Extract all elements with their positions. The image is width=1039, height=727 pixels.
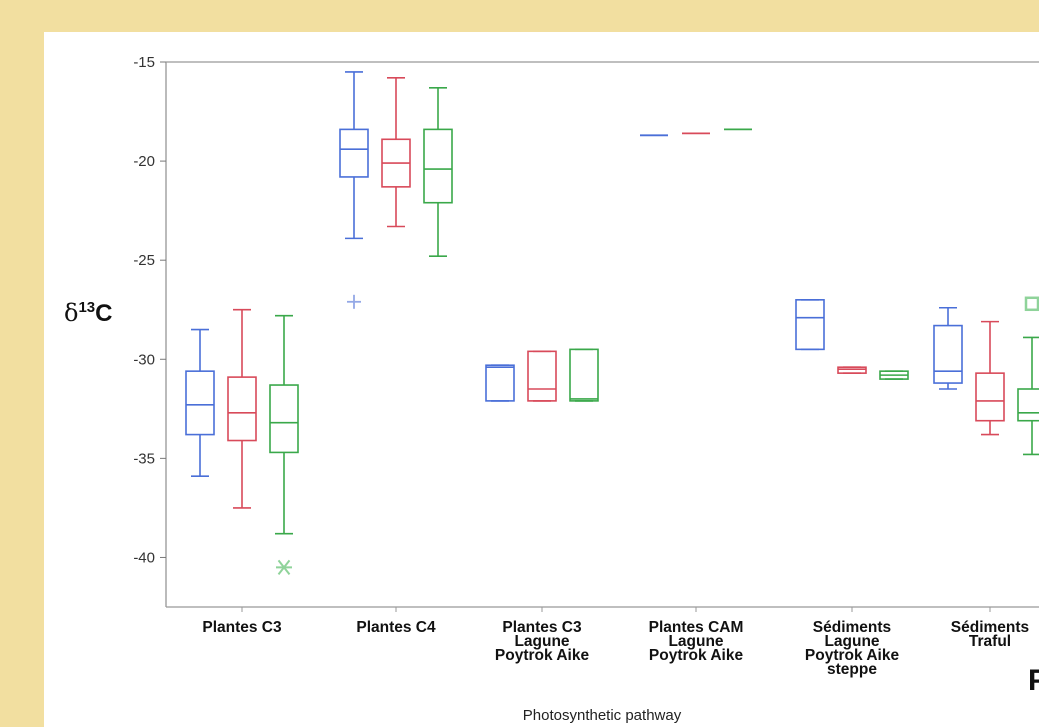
y-tick-label: -25	[133, 252, 155, 269]
x-category-label: Plantes C3	[502, 619, 582, 636]
box	[795, 299, 825, 351]
x-category-label: Poytrok Aike	[805, 647, 900, 664]
box	[485, 364, 515, 402]
box	[269, 384, 299, 454]
y-tick-label: -30	[133, 351, 155, 368]
y-tick-label: -20	[133, 153, 155, 170]
box	[933, 324, 963, 384]
box	[527, 350, 557, 402]
x-category-label: Poytrok Aike	[649, 647, 744, 664]
y-axis-label: δ13C	[64, 299, 112, 327]
x-category-label: Plantes C4	[356, 619, 436, 636]
box	[339, 128, 369, 178]
x-category-label: Traful	[969, 633, 1011, 650]
box	[837, 366, 867, 374]
box-plot-chart: -15 -20 -25 -30 -35 -40 δ13C Plantes C3 Plantes …	[64, 54, 1039, 724]
y-label-delta: δ	[64, 299, 78, 327]
box	[423, 128, 453, 204]
box	[569, 348, 599, 402]
box	[1017, 388, 1039, 422]
y-tick-label: -35	[133, 450, 155, 467]
edge-text: P	[1028, 664, 1039, 697]
x-category-label: Sédiments	[951, 619, 1029, 636]
y-tick-label: -40	[133, 549, 155, 566]
outlier-asterisk-marker	[277, 559, 291, 575]
outlier-square-marker	[1024, 296, 1039, 312]
x-category-label: Lagune	[668, 633, 723, 650]
y-tick-label: -15	[133, 54, 155, 71]
x-category-label: Sédiments	[813, 619, 891, 636]
chart-panel: -15 -20 -25 -30 -35 -40 δ13C Plantes C3 Plantes …	[44, 32, 1039, 727]
x-category-label: Plantes CAM	[649, 619, 744, 636]
y-label-main: C	[95, 300, 112, 327]
x-category-label: Lagune	[824, 633, 879, 650]
box	[975, 372, 1005, 422]
box	[227, 376, 257, 442]
x-axis-label: Photosynthetic pathway	[523, 707, 682, 724]
x-category-label: Lagune	[514, 633, 569, 650]
x-category-label: Plantes C3	[202, 619, 282, 636]
y-label-superscript: 13	[78, 299, 95, 316]
box	[185, 370, 215, 436]
x-category-label: Poytrok Aike	[495, 647, 590, 664]
x-category-label: steppe	[827, 661, 877, 678]
